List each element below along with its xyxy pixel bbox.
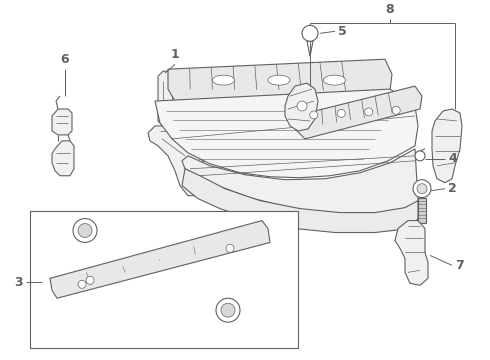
Polygon shape <box>50 221 270 298</box>
Text: 5: 5 <box>338 25 347 38</box>
Polygon shape <box>432 109 462 183</box>
Text: 1: 1 <box>171 48 179 61</box>
Circle shape <box>310 111 318 119</box>
Polygon shape <box>295 86 422 139</box>
Circle shape <box>365 108 373 116</box>
Text: 6: 6 <box>61 53 69 66</box>
Polygon shape <box>168 59 392 101</box>
Circle shape <box>221 303 235 317</box>
Bar <box>30 211 298 348</box>
Polygon shape <box>148 126 207 196</box>
Polygon shape <box>285 83 318 131</box>
Polygon shape <box>418 198 426 222</box>
Ellipse shape <box>323 75 345 85</box>
Circle shape <box>73 219 97 243</box>
Text: 3: 3 <box>14 276 23 289</box>
Ellipse shape <box>213 75 235 85</box>
Polygon shape <box>155 89 418 178</box>
Bar <box>79 224 91 230</box>
Text: 2: 2 <box>448 182 457 195</box>
Ellipse shape <box>268 75 290 85</box>
Polygon shape <box>307 41 313 56</box>
Text: 7: 7 <box>455 259 464 272</box>
Circle shape <box>417 184 427 194</box>
Text: 4: 4 <box>448 152 457 165</box>
Polygon shape <box>52 109 72 135</box>
Circle shape <box>226 244 234 252</box>
Polygon shape <box>182 149 418 216</box>
Circle shape <box>415 151 425 161</box>
Polygon shape <box>52 141 74 176</box>
Circle shape <box>337 109 345 117</box>
Circle shape <box>392 106 400 114</box>
Bar <box>222 303 234 310</box>
Circle shape <box>78 224 92 238</box>
Circle shape <box>302 25 318 41</box>
Circle shape <box>78 280 86 288</box>
Circle shape <box>86 276 94 284</box>
Polygon shape <box>395 221 428 285</box>
Polygon shape <box>158 71 177 126</box>
Polygon shape <box>182 169 418 233</box>
Text: 8: 8 <box>386 3 394 17</box>
Circle shape <box>216 298 240 322</box>
Circle shape <box>297 101 307 111</box>
Circle shape <box>413 180 431 198</box>
